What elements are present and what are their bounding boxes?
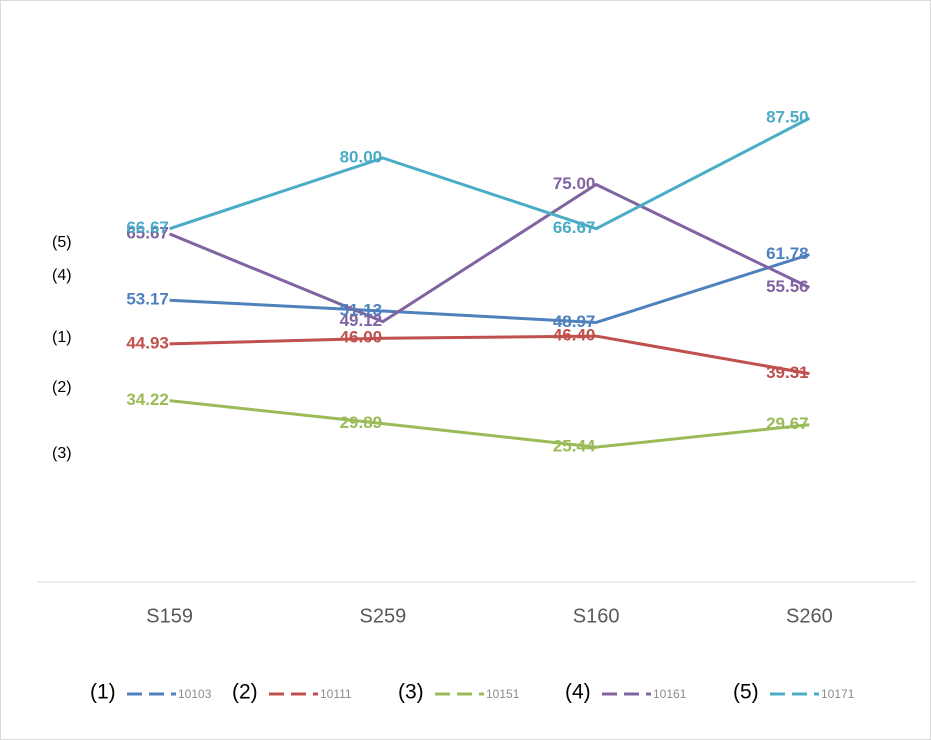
- data-label: 75.00: [553, 174, 596, 193]
- legend-tag: (5): [733, 681, 759, 704]
- data-label: 80.00: [340, 147, 383, 166]
- legend-tag: (2): [232, 681, 258, 704]
- data-label: 46.00: [340, 328, 383, 347]
- data-label: 34.22: [126, 390, 169, 409]
- x-tick-label: S259: [360, 605, 407, 627]
- data-label: 53.17: [126, 290, 169, 309]
- data-label: 49.12: [340, 311, 383, 330]
- chart: S159S259S160S260(5)(4)(1)(2)(3)53.1751.1…: [0, 0, 931, 740]
- data-label: 87.50: [766, 108, 809, 127]
- side-label: (1): [52, 329, 72, 346]
- side-label: (4): [52, 267, 72, 284]
- legend-tag: (3): [398, 681, 424, 704]
- legend-label: 10103: [178, 687, 212, 701]
- data-label: 44.93: [126, 333, 169, 352]
- side-label: (5): [52, 234, 72, 251]
- data-label: 25.44: [553, 437, 596, 456]
- x-tick-label: S159: [146, 605, 193, 627]
- side-label: (3): [52, 445, 72, 462]
- data-label: 46.40: [553, 326, 596, 345]
- legend-label: 10171: [821, 687, 855, 701]
- data-label: 29.89: [340, 413, 383, 432]
- legend-tag: (1): [90, 681, 116, 704]
- data-label: 39.31: [766, 363, 809, 382]
- x-tick-label: S260: [786, 605, 833, 627]
- legend-tag: (4): [565, 681, 591, 704]
- data-label: 61.78: [766, 244, 809, 263]
- data-label: 66.67: [126, 218, 169, 237]
- data-label: 66.67: [553, 218, 596, 237]
- data-label: 29.67: [766, 414, 809, 433]
- data-label: 55.56: [766, 277, 809, 296]
- side-label: (2): [52, 379, 72, 396]
- legend-label: 10111: [320, 687, 352, 701]
- legend-label: 10151: [486, 687, 520, 701]
- x-tick-label: S160: [573, 605, 620, 627]
- legend-label: 10161: [653, 687, 687, 701]
